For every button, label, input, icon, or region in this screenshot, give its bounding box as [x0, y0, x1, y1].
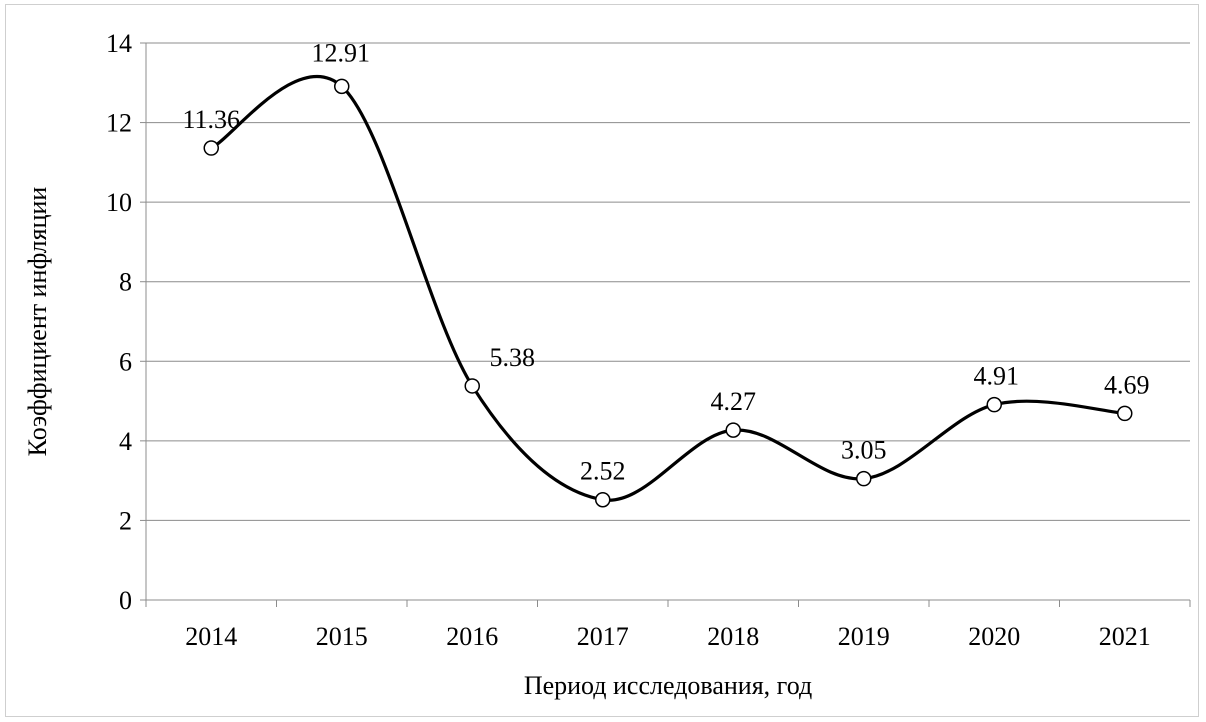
x-tick-label: 2019 [838, 622, 890, 651]
x-tick-label: 2014 [185, 622, 237, 651]
y-tick-label: 2 [119, 506, 132, 535]
y-axis-title: Коэффициент инфляции [23, 187, 52, 457]
data-point [464, 378, 480, 394]
y-tick-label: 14 [106, 29, 132, 58]
axes [140, 42, 1191, 607]
data-label: 2.52 [580, 457, 626, 486]
y-tick-label: 8 [119, 268, 132, 297]
x-tick-labels: 2014 2015 2016 2017 2018 2019 2020 2021 [185, 622, 1151, 651]
data-point [856, 470, 872, 487]
data-point [203, 140, 219, 156]
data-label: 12.91 [312, 38, 371, 67]
x-tick-label: 2017 [577, 622, 629, 651]
series-line [210, 75, 1125, 502]
gridlines [146, 42, 1190, 521]
data-point [595, 491, 611, 508]
x-tick-label: 2016 [446, 622, 498, 651]
data-markers [203, 78, 1133, 508]
data-label: 4.69 [1104, 370, 1150, 399]
y-tick-label: 10 [106, 188, 132, 217]
data-label: 4.91 [974, 362, 1020, 391]
data-label: 3.05 [841, 436, 887, 465]
data-point [725, 422, 741, 438]
x-tick-label: 2018 [707, 622, 759, 651]
x-axis-title: Период исследования, год [524, 671, 812, 700]
data-label: 4.27 [711, 387, 757, 416]
y-tick-label: 6 [119, 347, 132, 376]
data-point [986, 396, 1002, 413]
data-point [1117, 405, 1133, 422]
x-tick-label: 2021 [1099, 622, 1151, 651]
y-tick-labels: 0 2 4 6 8 10 12 14 [106, 29, 132, 615]
y-tick-label: 4 [119, 427, 132, 456]
data-point [334, 78, 350, 95]
x-tick-label: 2020 [968, 622, 1020, 651]
y-tick-label: 0 [119, 586, 132, 615]
data-labels: 11.36 12.91 5.38 2.52 4.27 3.05 4.91 4.69 [182, 38, 1149, 485]
data-label: 11.36 [182, 105, 240, 134]
y-tick-label: 12 [106, 109, 132, 138]
data-label: 5.38 [490, 343, 536, 372]
x-tick-label: 2015 [316, 622, 368, 651]
